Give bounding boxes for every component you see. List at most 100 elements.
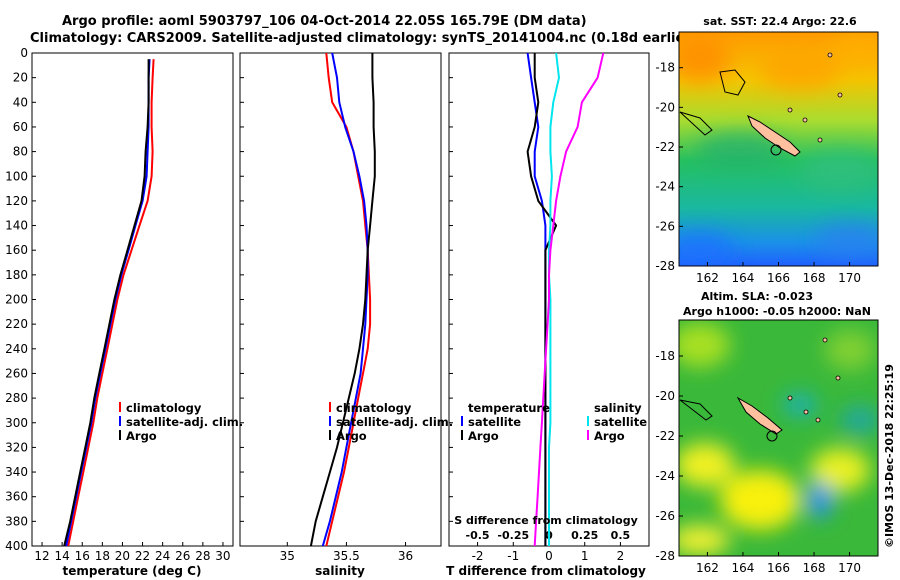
x-tick-label: 1 [581, 549, 589, 563]
legend-label-argo: Argo [126, 429, 157, 443]
map-y-tick-label: -24 [655, 180, 675, 194]
series-line-argo [309, 53, 376, 547]
legend-label-climatology: climatology [336, 401, 412, 415]
difference-x2label: S difference from climatology [454, 514, 638, 527]
sla-map-ticks: 162 164 166 168 170 -18 -20 -22 -24 -26 -28 [655, 349, 861, 575]
y-tick-label: 100 [5, 169, 28, 183]
map-x-tick-label: 166 [767, 561, 790, 575]
map-y-tick-label: -18 [655, 349, 675, 363]
map-x-tick-label: 168 [803, 561, 826, 575]
y-tick-label: 380 [5, 514, 28, 528]
map-y-tick-label: -18 [655, 61, 675, 75]
difference-legend: temperature satellite Argo salinity sate… [461, 401, 647, 443]
temperature-legend: climatology satellite-adj. clim. Argo [119, 401, 243, 443]
x-tick-label: 30 [215, 549, 230, 563]
x-tick-label: 22 [135, 549, 150, 563]
x-tick-label: -2 [472, 549, 484, 563]
legend-label-t-satellite: satellite [468, 415, 521, 429]
x-tick-label: 14 [55, 549, 70, 563]
legend-label-s-satellite: satellite [594, 415, 647, 429]
new-caledonia-island [736, 396, 783, 435]
series-line-satellite-adj-clim- [321, 52, 369, 547]
salinity-plot: 35 35.5 36 [240, 52, 413, 563]
x2-tick-label: 0.5 [611, 529, 631, 542]
map-y-tick-label: -20 [655, 389, 675, 403]
y-tick-label: 80 [13, 145, 28, 159]
x2-tick-label: 0.25 [571, 529, 598, 542]
y-tick-label: 60 [13, 120, 28, 134]
x-tick-label: 12 [34, 549, 49, 563]
sla-map-title-line1: Altim. SLA: -0.023 [701, 290, 813, 303]
coastline-outline [679, 399, 713, 421]
sst-map [679, 32, 878, 266]
temperature-xlabel: temperature (deg C) [63, 564, 202, 578]
legend-label-satellite: satellite-adj. clim. [126, 415, 243, 429]
new-caledonia-island [747, 114, 801, 157]
y-tick-label: 360 [5, 490, 28, 504]
map-y-tick-label: -22 [655, 429, 675, 443]
map-x-tick-label: 164 [732, 271, 755, 285]
map-x-tick-label: 164 [732, 561, 755, 575]
y-tick-label: 140 [5, 219, 28, 233]
y-tick-label: 340 [5, 465, 28, 479]
y-tick-label: 160 [5, 243, 28, 257]
sla-map-title-line2: Argo h1000: -0.05 h2000: NaN [683, 305, 871, 318]
y-tick-label: 300 [5, 416, 28, 430]
series-line-climatology [325, 52, 372, 547]
y-tick-label: 120 [5, 194, 28, 208]
series-line-climatology [67, 59, 155, 547]
series-line-temperature-argo [526, 53, 558, 546]
difference-xlabel: T difference from climatology [446, 564, 646, 578]
y-tick-label: 220 [5, 317, 28, 331]
difference-plot: -2 -1 0 1 2-0.5 -0.25 0 0.25 0.5 [449, 52, 631, 563]
map-x-tick-label: 162 [696, 271, 719, 285]
salinity-axes [239, 52, 442, 547]
temperature-plot: 0 20 40 60 80 100 120 140 160 180 200 220 240 260 280 3… [5, 46, 230, 563]
series-line-argo [63, 59, 150, 547]
map-y-tick-label: -26 [655, 219, 675, 233]
map-y-tick-label: -26 [655, 509, 675, 523]
y-tick-label: 280 [5, 391, 28, 405]
temperature-axes [31, 52, 234, 547]
sst-map-ticks: 162 164 166 168 170 -18 -20 -22 -24 -26 -28 [655, 61, 861, 285]
y-tick-label: 240 [5, 342, 28, 356]
series-line-salinity-satellite [548, 52, 560, 546]
x-tick-label: 36 [398, 549, 413, 563]
figure-title-line1: Argo profile: aoml 5903797_106 04-Oct-20… [62, 14, 587, 29]
x-tick-label: 35.5 [333, 549, 360, 563]
imos-credit: ©IMOS 13-Dec-2018 22:25:19 [883, 364, 896, 548]
map-y-tick-label: -24 [655, 469, 675, 483]
legend-title-salinity: salinity [594, 401, 642, 415]
x-tick-label: 20 [115, 549, 130, 563]
map-x-tick-label: 166 [767, 271, 790, 285]
sst-map-title: sat. SST: 22.4 Argo: 22.6 [703, 15, 857, 28]
coastline-outline [679, 69, 746, 136]
x-tick-label: 18 [95, 549, 110, 563]
series-line-salinity-argo [533, 52, 605, 547]
y-tick-label: 320 [5, 440, 28, 454]
y-tick-label: 200 [5, 293, 28, 307]
y-tick-label: 260 [5, 366, 28, 380]
y-tick-label: 400 [5, 539, 28, 553]
legend-label-argo: Argo [336, 429, 367, 443]
map-x-tick-label: 162 [696, 561, 719, 575]
x-tick-label: 2 [617, 549, 625, 563]
legend-label-s-argo: Argo [594, 429, 625, 443]
map-x-tick-label: 170 [838, 271, 861, 285]
map-y-tick-label: -28 [655, 259, 675, 273]
y-tick-label: 180 [5, 268, 28, 282]
sla-map [679, 320, 878, 556]
series-line-satellite-adj-clim- [65, 59, 151, 547]
y-tick-label: 20 [13, 71, 28, 85]
x-tick-label: 35 [280, 549, 295, 563]
map-y-tick-label: -20 [655, 100, 675, 114]
x-tick-label: 28 [195, 549, 210, 563]
legend-label-t-argo: Argo [468, 429, 499, 443]
salinity-legend: climatology satellite-adj. clim. Argo [329, 401, 453, 443]
x2-tick-label: -0.25 [497, 529, 529, 542]
y-tick-label: 40 [13, 95, 28, 109]
map-y-tick-label: -22 [655, 140, 675, 154]
x-tick-label: -1 [507, 549, 519, 563]
x-tick-label: 26 [175, 549, 190, 563]
x-tick-label: 16 [75, 549, 90, 563]
